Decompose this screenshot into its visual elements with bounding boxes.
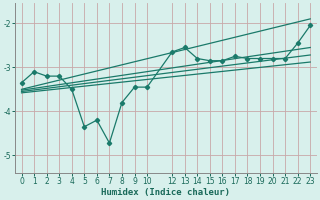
X-axis label: Humidex (Indice chaleur): Humidex (Indice chaleur) xyxy=(101,188,230,197)
